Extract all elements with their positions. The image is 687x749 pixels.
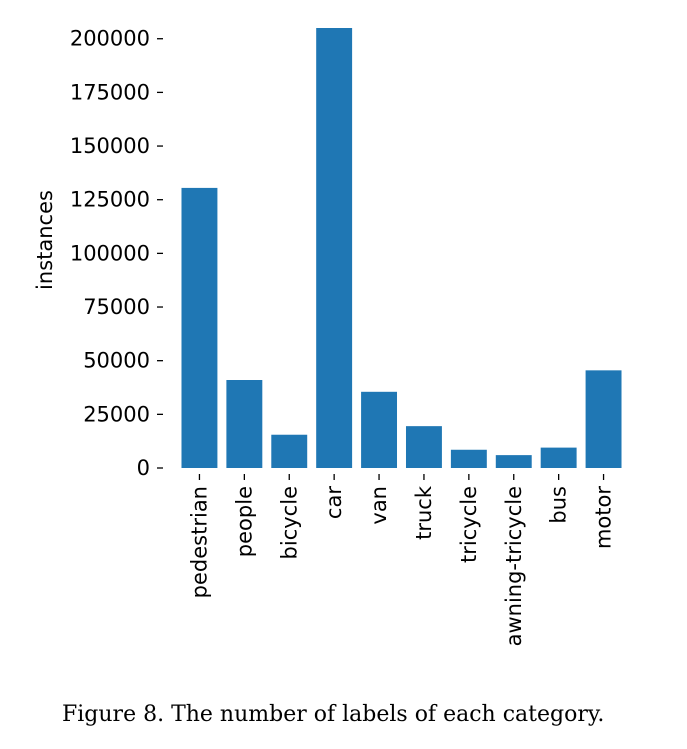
x-tick-label-car: car <box>322 486 346 519</box>
y-tick-label: 25000 <box>83 402 150 426</box>
x-tick-label-pedestrian: pedestrian <box>187 486 211 598</box>
bar-motor <box>585 370 622 468</box>
x-tick-label-van: van <box>367 486 391 525</box>
x-tick-label-truck: truck <box>412 485 436 540</box>
y-tick-label: 100000 <box>70 241 150 265</box>
x-tick-label-awning-tricycle: awning-tricycle <box>502 486 526 646</box>
x-axis: pedestrian people bicycle car van truck tricyc… <box>187 474 616 646</box>
x-tick-label-motor: motor <box>592 486 616 549</box>
x-tick-label-bus: bus <box>547 486 571 524</box>
y-axis-label: instances <box>33 190 57 290</box>
x-tick-label-people: people <box>232 486 256 557</box>
bar-pedestrian <box>181 187 218 468</box>
y-axis: 0 25000 50000 75000 100000 125000 150000 175000… <box>70 27 163 480</box>
y-tick-label: 50000 <box>83 349 150 373</box>
bar-van <box>361 391 398 468</box>
y-tick-label: 125000 <box>70 188 150 212</box>
y-tick-label: 0 <box>137 456 150 480</box>
bar-bicycle <box>271 434 308 468</box>
bar-car <box>316 28 353 468</box>
y-tick-label: 175000 <box>70 80 150 104</box>
y-tick-label: 200000 <box>70 27 150 51</box>
y-tick-label: 75000 <box>83 295 150 319</box>
bar-bus <box>540 447 577 468</box>
bar-chart: 0 25000 50000 75000 100000 125000 150000 175000… <box>33 27 622 646</box>
bars <box>181 28 622 468</box>
y-tick-label: 150000 <box>70 134 150 158</box>
x-tick-label-bicycle: bicycle <box>277 486 301 559</box>
bar-people <box>226 380 263 468</box>
bar-awning-tricycle <box>495 455 532 468</box>
figure-caption: Figure 8. The number of labels of each c… <box>62 702 605 727</box>
bar-tricycle <box>450 449 487 468</box>
bar-truck <box>405 426 442 468</box>
x-tick-label-tricycle: tricycle <box>457 486 481 563</box>
